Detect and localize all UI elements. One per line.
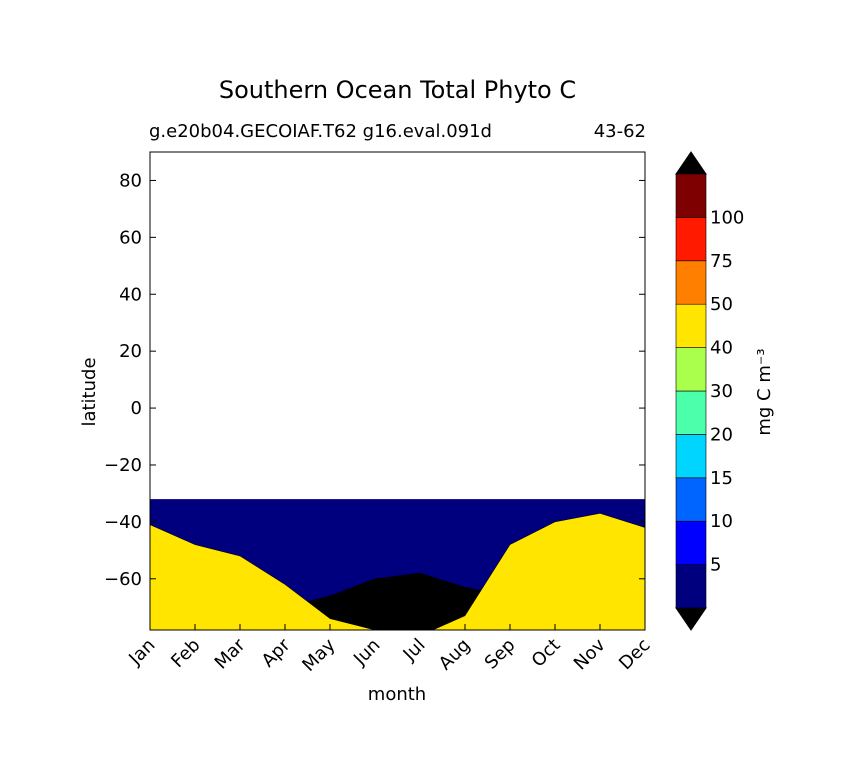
x-axis-label: month xyxy=(368,684,426,705)
colorbar-tick-label: 30 xyxy=(710,381,733,402)
x-tick-label-jun: Jun xyxy=(349,635,384,670)
x-tick-label-jul: Jul xyxy=(399,635,430,666)
colorbar-segment xyxy=(675,434,707,479)
colorbar-segment xyxy=(675,347,707,392)
y-tick-label: 80 xyxy=(119,170,142,191)
colorbar-tick-label: 10 xyxy=(710,511,733,532)
x-axis: Jan Feb Mar Apr May Jun Jul Aug Sep Oct Nov Dec xyxy=(124,624,655,676)
colorbar-label: mg C m⁻³ xyxy=(754,348,775,435)
chart-subtitle-case: g.e20b04.GECOIAF.T62 g16.eval.091d xyxy=(149,121,492,142)
x-tick-label-aug: Aug xyxy=(435,635,475,675)
colorbar-tick-label: 40 xyxy=(710,338,733,359)
colorbar-tick-label: 15 xyxy=(710,468,733,489)
x-tick-label-may: May xyxy=(298,634,339,675)
colorbar-segment xyxy=(675,303,707,348)
colorbar-tick-label: 50 xyxy=(710,294,733,315)
colorbar-segment xyxy=(675,217,707,262)
y-axis: 80 60 40 20 0 −20 −40 −60 xyxy=(104,170,645,590)
colorbar-tick-label: 100 xyxy=(710,207,744,228)
x-tick-label-nov: Nov xyxy=(570,634,610,674)
x-tick-label-oct: Oct xyxy=(528,635,565,672)
colorbar-tick-label: 5 xyxy=(710,555,721,576)
chart-title: Southern Ocean Total Phyto C xyxy=(218,76,577,104)
colorbar: 5 10 15 20 30 40 50 75 100 xyxy=(675,151,744,631)
y-tick-label: 0 xyxy=(131,398,142,419)
colorbar-segment xyxy=(675,260,707,305)
colorbar-segment xyxy=(675,390,707,435)
y-axis-label: latitude xyxy=(79,357,100,426)
x-tick-label-feb: Feb xyxy=(167,635,204,672)
x-tick-label-dec: Dec xyxy=(615,635,654,674)
y-tick-label: −60 xyxy=(104,569,142,590)
y-tick-label: 40 xyxy=(119,284,142,305)
y-tick-label: 20 xyxy=(119,341,142,362)
colorbar-tick-label: 20 xyxy=(710,424,733,445)
x-tick-label-apr: Apr xyxy=(258,634,295,671)
y-tick-label: −40 xyxy=(104,512,142,533)
colorbar-segment xyxy=(675,173,707,218)
x-tick-label-sep: Sep xyxy=(481,635,520,674)
y-tick-label: 60 xyxy=(119,227,142,248)
colorbar-over-arrow xyxy=(675,151,707,175)
colorbar-segment xyxy=(675,520,707,565)
colorbar-segment xyxy=(675,477,707,522)
chart-subtitle-years: 43-62 xyxy=(593,121,646,142)
plot-frame xyxy=(149,151,646,631)
x-tick-label-jan: Jan xyxy=(124,635,159,670)
colorbar-tick-label: 75 xyxy=(710,251,733,272)
contour-field xyxy=(150,499,645,630)
colorbar-under-arrow xyxy=(675,607,707,631)
colorbar-segment xyxy=(675,564,707,609)
x-tick-label-mar: Mar xyxy=(211,634,250,673)
y-tick-label: −20 xyxy=(104,455,142,476)
contour-band-7 xyxy=(150,513,645,630)
